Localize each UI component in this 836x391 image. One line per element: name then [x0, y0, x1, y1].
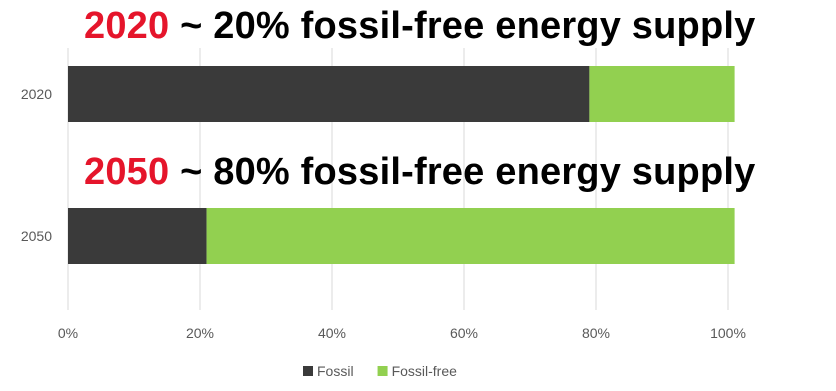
x-tick-label: 60% — [450, 325, 478, 341]
headline-text: ~ 80% fossil-free energy supply — [169, 151, 756, 193]
axis-labels: 0% 20% 40% 60% 80% 100% 2020 2050 — [21, 86, 746, 341]
headline-2020: 2020 ~ 20% fossil-free energy supply — [84, 4, 755, 48]
x-tick-label: 100% — [710, 325, 746, 341]
headline-year: 2020 — [84, 5, 170, 47]
y-category-label: 2020 — [21, 86, 52, 102]
headline-text: ~ 20% fossil-free energy supply — [169, 5, 756, 47]
bar-2050-fossil-free — [206, 208, 735, 264]
bar-2020-fossil — [68, 66, 590, 122]
bar-2020-fossil-free — [589, 66, 735, 122]
bar-2050-fossil — [68, 208, 207, 264]
legend-swatch — [303, 366, 313, 376]
x-tick-label: 20% — [186, 325, 214, 341]
bars — [68, 66, 735, 264]
legend-label: Fossil — [317, 363, 354, 379]
headline-2050: 2050 ~ 80% fossil-free energy supply — [84, 150, 755, 194]
x-tick-label: 40% — [318, 325, 346, 341]
x-tick-label: 80% — [582, 325, 610, 341]
x-tick-label: 0% — [58, 325, 78, 341]
legend-label: Fossil-free — [392, 363, 458, 379]
headline-year: 2050 — [84, 151, 170, 193]
legend-swatch — [377, 366, 388, 376]
y-category-label: 2050 — [21, 228, 52, 244]
legend: Fossil Fossil-free — [303, 363, 457, 379]
